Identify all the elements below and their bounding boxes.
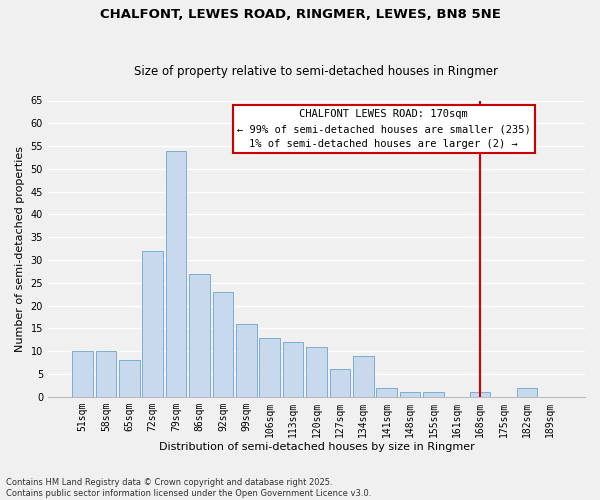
Bar [376, 388, 397, 397]
Bar [189, 274, 210, 397]
Title: Size of property relative to semi-detached houses in Ringmer: Size of property relative to semi-detach… [134, 66, 499, 78]
X-axis label: Distribution of semi-detached houses by size in Ringmer: Distribution of semi-detached houses by … [158, 442, 475, 452]
Bar [236, 324, 257, 397]
Y-axis label: Number of semi-detached properties: Number of semi-detached properties [15, 146, 25, 352]
Bar [96, 351, 116, 397]
Bar [119, 360, 140, 397]
Bar [423, 392, 443, 397]
Bar [142, 251, 163, 397]
Bar [306, 346, 327, 397]
Text: CHALFONT LEWES ROAD: 170sqm
← 99% of semi-detached houses are smaller (235)
1% o: CHALFONT LEWES ROAD: 170sqm ← 99% of sem… [237, 110, 530, 149]
Bar [166, 150, 187, 397]
Bar [283, 342, 304, 397]
Bar [329, 370, 350, 397]
Bar [470, 392, 490, 397]
Bar [259, 338, 280, 397]
Text: CHALFONT, LEWES ROAD, RINGMER, LEWES, BN8 5NE: CHALFONT, LEWES ROAD, RINGMER, LEWES, BN… [100, 8, 500, 20]
Bar [353, 356, 374, 397]
Text: Contains HM Land Registry data © Crown copyright and database right 2025.
Contai: Contains HM Land Registry data © Crown c… [6, 478, 371, 498]
Bar [517, 388, 537, 397]
Bar [400, 392, 420, 397]
Bar [73, 351, 93, 397]
Bar [212, 292, 233, 397]
